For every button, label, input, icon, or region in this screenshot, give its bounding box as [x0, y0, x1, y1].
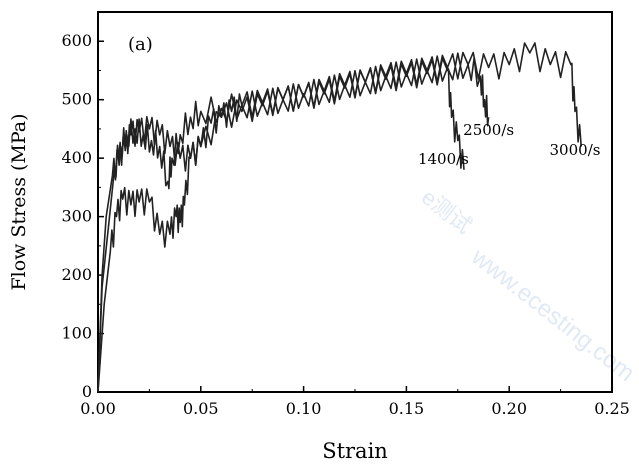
x-tick-label: 0.00: [80, 399, 116, 418]
x-tick-label: 0.25: [594, 399, 630, 418]
y-tick-label: 400: [61, 148, 92, 167]
x-tick-label: 0.15: [389, 399, 425, 418]
series-label: 1400/s: [418, 150, 469, 168]
y-tick-label: 0: [82, 382, 92, 401]
y-tick-label: 600: [61, 31, 92, 50]
panel-label: (a): [128, 34, 153, 55]
y-tick-label: 100: [61, 324, 92, 343]
axis-tick-labels: 0.00 0.05 0.10 0.15 0.20 0.25 0 100 200 300 400 500…: [61, 31, 629, 418]
y-tick-label: 500: [61, 90, 92, 109]
y-tick-label: 200: [61, 265, 92, 284]
x-tick-label: 0.20: [491, 399, 527, 418]
series-line-3000s: [97, 42, 582, 393]
y-tick-label: 300: [61, 207, 92, 226]
series-labels: 1400/s 2500/s 3000/s: [418, 121, 601, 168]
series-label: 3000/s: [550, 141, 601, 159]
x-tick-label: 0.05: [183, 399, 219, 418]
series-line-2500s: [97, 52, 490, 393]
x-axis-label: Strain: [322, 439, 388, 463]
x-tick-label: 0.10: [286, 399, 322, 418]
series-label: 2500/s: [463, 121, 514, 139]
y-axis-label: Flow Stress (MPa): [8, 113, 30, 290]
series-layer: [97, 42, 582, 393]
series-line-1400s: [97, 57, 465, 393]
watermark-text: e测试: [417, 184, 477, 238]
plot-frame: [97, 11, 613, 393]
